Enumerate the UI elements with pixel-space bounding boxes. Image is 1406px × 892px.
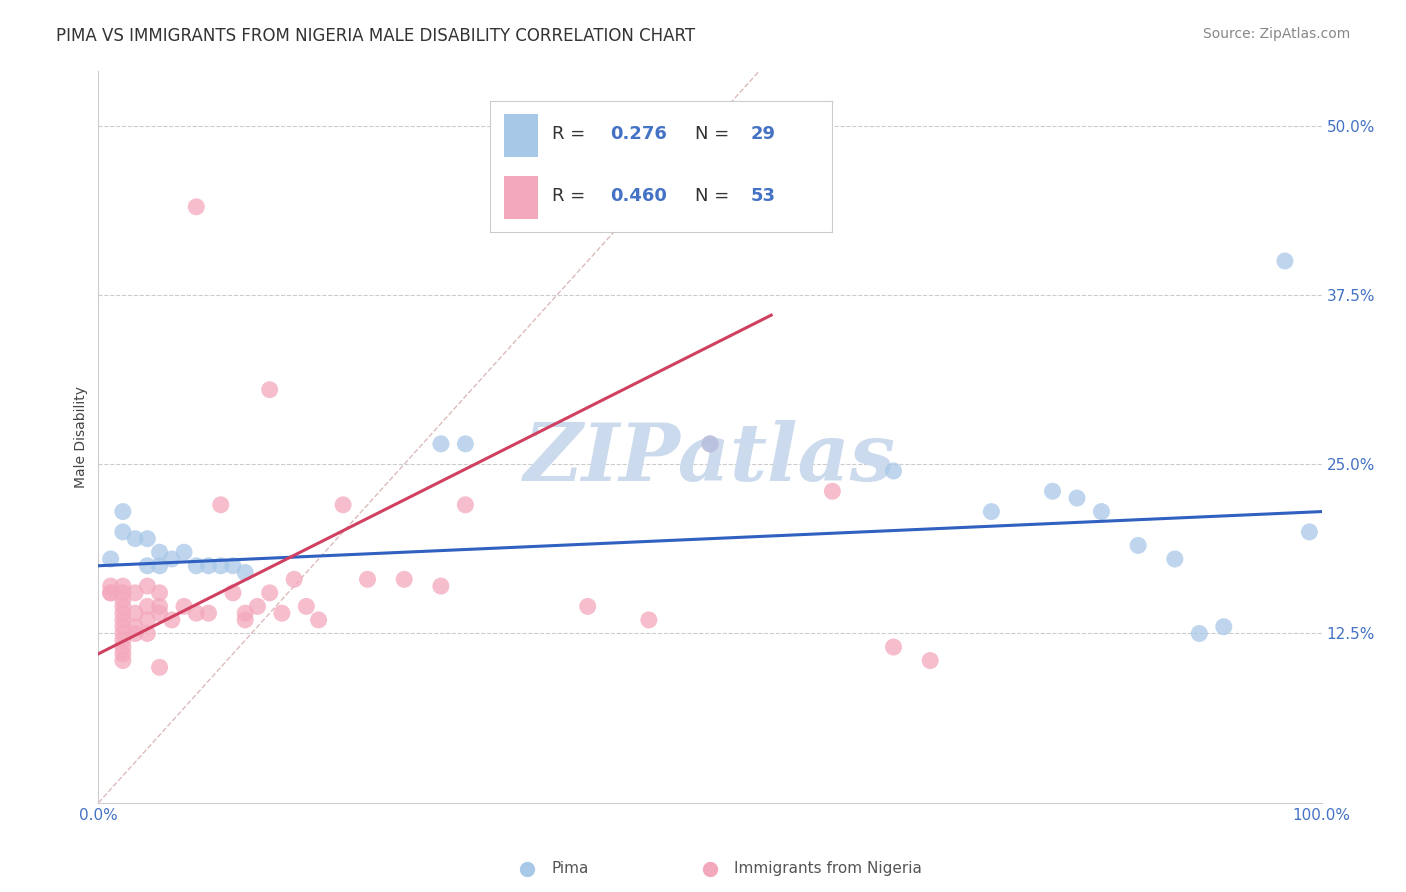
Point xyxy=(111,586,134,600)
Point xyxy=(233,606,256,620)
Point xyxy=(111,592,134,607)
Point xyxy=(111,647,134,661)
Text: PIMA VS IMMIGRANTS FROM NIGERIA MALE DISABILITY CORRELATION CHART: PIMA VS IMMIGRANTS FROM NIGERIA MALE DIS… xyxy=(56,27,696,45)
Point xyxy=(100,586,122,600)
Point xyxy=(259,586,281,600)
Point xyxy=(1298,524,1320,539)
Point xyxy=(1090,505,1112,519)
Point xyxy=(454,437,477,451)
Point xyxy=(136,613,159,627)
Point xyxy=(160,613,183,627)
Point xyxy=(283,572,305,586)
Point xyxy=(111,613,134,627)
Point xyxy=(392,572,416,586)
Point xyxy=(100,552,122,566)
Point xyxy=(124,626,146,640)
Point xyxy=(111,599,134,614)
Point xyxy=(209,498,232,512)
Point xyxy=(259,383,281,397)
Point xyxy=(100,579,122,593)
Point xyxy=(111,524,134,539)
Point xyxy=(136,599,159,614)
Point xyxy=(209,558,232,573)
Point xyxy=(454,498,477,512)
Point xyxy=(186,558,208,573)
Point xyxy=(308,613,330,627)
Text: Immigrants from Nigeria: Immigrants from Nigeria xyxy=(734,861,922,876)
Point xyxy=(149,545,172,559)
Point xyxy=(149,558,172,573)
Point xyxy=(149,606,172,620)
Point xyxy=(920,654,942,668)
Point xyxy=(111,633,134,648)
Point xyxy=(111,654,134,668)
Point xyxy=(222,586,245,600)
Y-axis label: Male Disability: Male Disability xyxy=(75,386,89,488)
Point xyxy=(576,599,599,614)
Point xyxy=(186,606,208,620)
Point xyxy=(149,599,172,614)
Point xyxy=(1066,491,1088,505)
Point xyxy=(1274,254,1296,268)
Point xyxy=(124,620,146,634)
Point xyxy=(980,505,1002,519)
Point xyxy=(430,437,453,451)
Point xyxy=(111,606,134,620)
Point xyxy=(233,613,256,627)
Point xyxy=(883,464,905,478)
Point xyxy=(295,599,318,614)
Point xyxy=(246,599,269,614)
Point xyxy=(270,606,294,620)
Point xyxy=(100,586,122,600)
Point xyxy=(699,437,721,451)
Point xyxy=(124,586,146,600)
Point xyxy=(111,579,134,593)
Point xyxy=(1042,484,1064,499)
Point xyxy=(124,606,146,620)
Point xyxy=(430,579,453,593)
Point xyxy=(136,532,159,546)
Text: Source: ZipAtlas.com: Source: ZipAtlas.com xyxy=(1202,27,1350,41)
Point xyxy=(136,626,159,640)
Point xyxy=(111,626,134,640)
Point xyxy=(883,640,905,654)
Point xyxy=(222,558,245,573)
Point xyxy=(1188,626,1211,640)
Point xyxy=(332,498,354,512)
Point xyxy=(637,613,661,627)
Point xyxy=(111,620,134,634)
Point xyxy=(197,606,219,620)
Point xyxy=(136,579,159,593)
Point xyxy=(160,552,183,566)
Point xyxy=(356,572,378,586)
Point xyxy=(136,558,159,573)
Point xyxy=(1128,538,1150,552)
Point xyxy=(699,437,721,451)
Point xyxy=(197,558,219,573)
Point xyxy=(149,660,172,674)
Point xyxy=(111,505,134,519)
Text: ZIPatlas: ZIPatlas xyxy=(524,420,896,498)
Point xyxy=(233,566,256,580)
Point xyxy=(149,586,172,600)
Point xyxy=(173,599,195,614)
Point xyxy=(111,640,134,654)
Point xyxy=(1164,552,1187,566)
Point xyxy=(1212,620,1234,634)
Point xyxy=(124,532,146,546)
Point xyxy=(821,484,844,499)
Text: Pima: Pima xyxy=(551,861,588,876)
Point xyxy=(173,545,195,559)
Point xyxy=(186,200,208,214)
